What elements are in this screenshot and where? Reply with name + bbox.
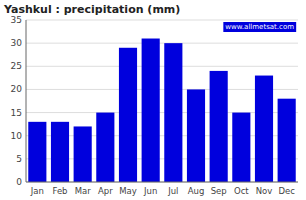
grid-line (26, 20, 298, 21)
x-tick-label: Jun (143, 186, 157, 196)
grid (26, 20, 298, 182)
y-tick-label: 30 (11, 38, 23, 48)
annotation-text: www.allmetsat.com (225, 23, 294, 31)
y-tick-label: 15 (11, 108, 22, 118)
bar (96, 113, 114, 182)
bar (28, 122, 46, 182)
chart-svg: 0 5 10 15 20 25 30 35 Jan Feb Mar Apr May Jun Jul Aug Se… (0, 0, 306, 200)
bars (28, 39, 295, 182)
bar (187, 89, 205, 182)
title: Yashkul : precipitation (mm) (3, 3, 180, 16)
grid-line (26, 182, 298, 183)
y-tick-label: 35 (11, 15, 22, 25)
bar (210, 71, 228, 182)
x-tick-label: Dec (278, 186, 295, 196)
y-axis-line (26, 20, 27, 182)
chart-container: 0 5 10 15 20 25 30 35 Jan Feb Mar Apr May Jun Jul Aug Se… (0, 0, 306, 200)
bar (74, 126, 92, 182)
y-tick-label: 25 (11, 61, 22, 71)
bar (164, 43, 182, 182)
bar (119, 48, 137, 182)
y-tick-label: 0 (16, 177, 22, 187)
y-tick-label: 10 (11, 131, 23, 141)
grid-line (26, 43, 298, 44)
bar (51, 122, 69, 182)
annotation-background (223, 22, 296, 32)
bar (255, 76, 273, 182)
x-tick-label: Aug (188, 186, 205, 196)
x-tick-label: Oct (234, 186, 249, 196)
x-tick-label: Jul (167, 186, 178, 196)
x-tick-label: Nov (256, 186, 273, 196)
x-axis: Jan Feb Mar Apr May Jun Jul Aug Sep Oct Nov Dec (30, 186, 295, 196)
x-tick-label: Feb (52, 186, 67, 196)
bar (278, 99, 296, 182)
x-tick-label: Jan (30, 186, 44, 196)
x-axis-line (26, 182, 298, 183)
x-tick-label: Mar (75, 186, 92, 196)
annotation: www.allmetsat.com (223, 22, 296, 32)
y-tick-label: 5 (16, 154, 22, 164)
grid-line (26, 66, 298, 67)
x-tick-label: Apr (98, 186, 113, 196)
y-tick-label: 20 (11, 84, 23, 94)
bar (142, 39, 160, 182)
y-axis: 0 5 10 15 20 25 30 35 (11, 15, 23, 187)
bar (232, 113, 250, 182)
x-tick-label: Sep (211, 186, 227, 196)
x-tick-label: May (119, 186, 137, 196)
